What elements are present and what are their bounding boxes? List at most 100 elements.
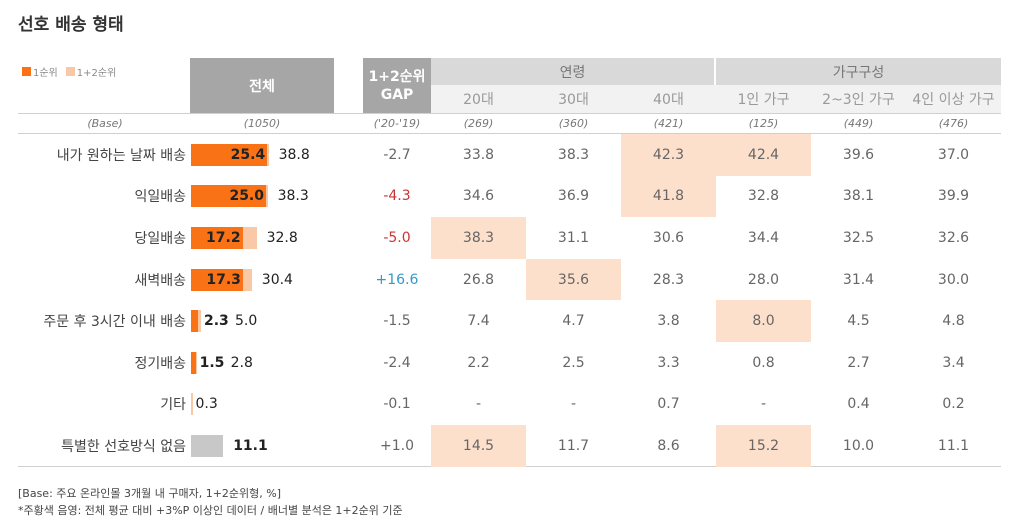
segment-cell: 41.8 <box>621 175 716 218</box>
header-group-household: 가구구성 <box>716 58 1001 85</box>
bar-first <box>191 185 266 208</box>
value-total-label: 2.8 <box>230 354 253 371</box>
segment-cell: 0.2 <box>942 396 965 413</box>
header-segment: 30대 <box>526 85 621 113</box>
table-rule-top <box>18 113 1001 114</box>
value-total-label: 11.1 <box>233 438 268 454</box>
segment-cell: 38.1 <box>842 188 875 205</box>
header-segment: 40대 <box>621 85 716 113</box>
base-segment: (125) <box>748 116 779 130</box>
value-first-label: 17.3 <box>206 271 241 288</box>
value-first-label: 1.5 <box>199 354 225 371</box>
value-total-label: 0.3 <box>195 396 218 413</box>
segment-cell: 0.4 <box>847 396 870 413</box>
footnote-highlight: *주황색 음영: 전체 평균 대비 +3%P 이상인 데이터 / 배너별 분석은… <box>18 504 403 517</box>
segment-cell: 36.9 <box>557 188 590 205</box>
header-group-age: 연령 <box>431 58 714 85</box>
value-total-label: 38.3 <box>277 188 309 205</box>
header-segment: 4인 이상 가구 <box>906 85 1001 113</box>
bar-first <box>191 227 243 249</box>
segment-cell: 2.7 <box>847 354 870 371</box>
header-gap-line2: GAP <box>380 86 414 103</box>
row-label: 정기배송 <box>134 355 186 372</box>
segment-cell: 42.3 <box>621 134 716 176</box>
segment-cell: 3.8 <box>657 313 680 330</box>
header-gap: 1+2순위 GAP <box>363 58 431 113</box>
segment-cell: 39.9 <box>937 188 970 205</box>
row-label: 기타 <box>160 397 186 414</box>
segment-cell: 8.0 <box>716 300 811 342</box>
row-label: 주문 후 3시간 이내 배송 <box>43 314 186 331</box>
segment-cell: 32.5 <box>842 229 875 246</box>
row-label: 내가 원하는 날짜 배송 <box>56 147 186 164</box>
segment-cell: 31.4 <box>842 271 875 288</box>
bar-total <box>191 393 193 416</box>
header-total: 전체 <box>190 58 334 113</box>
bar-first <box>191 143 268 166</box>
segment-cell: 32.8 <box>747 188 780 205</box>
segment-cell: 28.3 <box>652 271 685 288</box>
gap-value: -4.3 <box>383 188 411 205</box>
gap-value: -1.5 <box>383 313 411 330</box>
legend-swatch-first <box>22 67 31 76</box>
segment-cell: 26.8 <box>462 271 495 288</box>
base-total: (1050) <box>243 116 281 130</box>
row-label: 익일배송 <box>134 189 186 206</box>
segment-cell: 2.5 <box>562 354 585 371</box>
row-label: 당일배송 <box>134 231 186 247</box>
value-total-label: 38.8 <box>278 146 310 163</box>
footnote-base: [Base: 주요 온라인몰 3개월 내 구매자, 1+2순위형, %] <box>18 487 282 500</box>
gap-value: -0.1 <box>383 396 411 413</box>
segment-cell: - <box>475 396 482 413</box>
segment-cell: - <box>570 396 577 413</box>
base-label: (Base) <box>87 116 123 130</box>
segment-cell: 38.3 <box>557 146 590 163</box>
segment-cell: 4.5 <box>847 313 870 330</box>
segment-cell: 11.7 <box>557 437 590 454</box>
bar-first <box>191 310 198 333</box>
segment-cell: 4.8 <box>942 313 965 330</box>
segment-cell: 28.0 <box>747 271 780 288</box>
base-segment: (421) <box>653 116 684 130</box>
segment-cell: 32.6 <box>937 229 970 246</box>
legend-label-total: 1+2순위 <box>76 68 117 79</box>
segment-cell: 33.8 <box>462 146 495 163</box>
segment-cell: - <box>760 396 767 413</box>
value-total-label: 30.4 <box>261 271 293 288</box>
segment-cell: 30.6 <box>652 229 685 246</box>
gap-value: +1.0 <box>380 437 414 454</box>
bar-first <box>191 351 196 374</box>
base-gap: ('20-'19) <box>373 116 421 130</box>
header-gap-line1: 1+2순위 <box>368 68 426 85</box>
base-segment: (360) <box>558 116 589 130</box>
segment-cell: 35.6 <box>526 258 621 301</box>
segment-cell: 38.3 <box>431 217 526 259</box>
legend-swatch-total <box>65 67 75 76</box>
base-segment: (449) <box>843 116 874 130</box>
value-total-label: 32.8 <box>266 230 298 246</box>
segment-cell: 2.2 <box>467 354 490 371</box>
segment-cell: 11.1 <box>937 437 970 454</box>
segment-cell: 31.1 <box>557 229 590 246</box>
legend-label-first: 1순위 <box>33 68 58 79</box>
segment-cell: 34.6 <box>462 188 495 205</box>
bar-total <box>191 435 224 457</box>
gap-value: -5.0 <box>383 229 411 246</box>
gap-value: -2.4 <box>383 354 411 371</box>
value-first-label: 25.4 <box>230 146 266 163</box>
gap-value: -2.7 <box>383 146 411 163</box>
segment-cell: 3.4 <box>942 354 965 371</box>
header-segment: 2~3인 가구 <box>811 85 906 113</box>
value-total-label: 5.0 <box>235 313 258 330</box>
legend: 1순위 1+2순위 <box>22 64 116 79</box>
row-label: 특별한 선호방식 없음 <box>61 439 186 455</box>
segment-cell: 8.6 <box>657 437 680 454</box>
segment-cell: 0.7 <box>657 396 680 413</box>
segment-cell: 39.6 <box>842 146 875 163</box>
segment-cell: 0.8 <box>752 354 775 371</box>
row-label: 새벽배송 <box>134 272 186 289</box>
segment-cell: 10.0 <box>842 437 875 454</box>
segment-cell: 7.4 <box>467 313 490 330</box>
segment-cell: 15.2 <box>716 425 811 467</box>
value-first-label: 25.0 <box>229 188 264 205</box>
